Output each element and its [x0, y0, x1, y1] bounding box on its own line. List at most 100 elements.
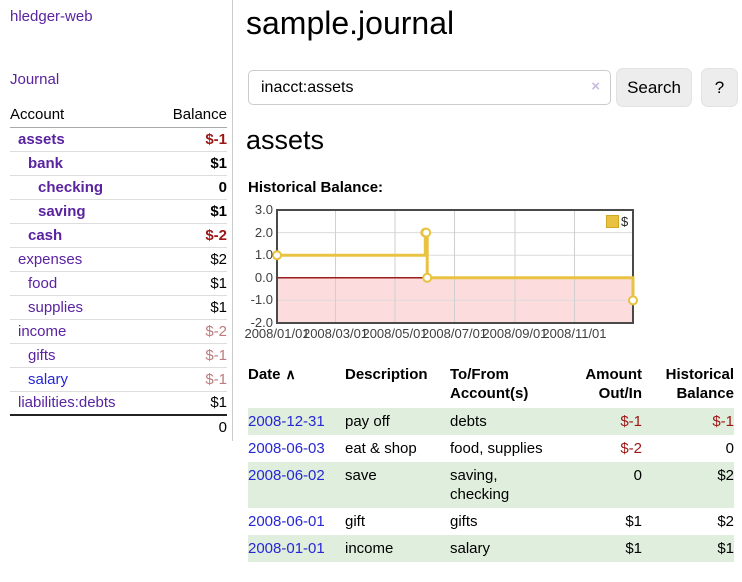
register-col-label: Amount Out/In [585, 366, 642, 402]
transaction-row: 2008-06-01 gift gifts $1 $2 [248, 508, 734, 535]
transaction-description: pay off [345, 413, 390, 430]
search-input[interactable] [248, 70, 611, 105]
chart-canvas [272, 209, 638, 324]
account-link[interactable]: checking [38, 178, 104, 196]
transaction-accounts: saving, checking [450, 467, 510, 503]
account-row: assets $-1 [10, 127, 227, 152]
account-row: bank $1 [10, 151, 227, 176]
register-tbody: 2008-12-31 pay off debts $-1 $-1 2008-06-03 ea… [248, 408, 734, 562]
register-col-header: Description [345, 363, 450, 408]
account-row: food $1 [10, 271, 227, 296]
transaction-date-link[interactable]: 2008-06-01 [248, 513, 325, 530]
help-button[interactable]: ? [701, 68, 738, 107]
account-link[interactable]: bank [28, 154, 64, 172]
account-balance: $1 [153, 151, 227, 176]
accounts-total-spacer [10, 414, 154, 439]
transaction-date: 2008-06-03 [248, 435, 345, 462]
account-link[interactable]: gifts [28, 346, 56, 364]
sidebar-item-journal[interactable]: Journal [10, 71, 60, 88]
transaction-accounts: food, supplies [450, 440, 543, 457]
transaction-date: 2008-12-31 [248, 408, 345, 435]
account-row: checking 0 [10, 175, 227, 200]
account-cell: checking [10, 175, 154, 200]
account-cell: food [10, 271, 154, 296]
transaction-date: 2008-01-01 [248, 535, 345, 562]
transaction-row: 2008-06-03 eat & shop food, supplies $-2 0 [248, 435, 734, 462]
transaction-balance: $1 [717, 540, 734, 557]
accounts-header-account: Account [10, 103, 154, 128]
account-balance: $2 [153, 247, 227, 272]
transaction-amount: $-1 [620, 413, 642, 430]
transaction-balance: $2 [717, 513, 734, 530]
account-link[interactable]: income [18, 322, 67, 340]
transaction-amount: 0 [633, 467, 642, 484]
transaction-description: gift [345, 513, 366, 530]
account-row: expenses $2 [10, 247, 227, 272]
transaction-date-link[interactable]: 2008-12-31 [248, 413, 325, 430]
accounts-total-value: 0 [153, 414, 227, 439]
y-tick-label: -2.0 [250, 315, 273, 330]
account-cell: saving [10, 199, 154, 224]
account-link[interactable]: saving [38, 202, 86, 220]
transaction-accounts: salary [450, 540, 491, 557]
account-balance: 0 [153, 175, 227, 200]
transaction-balance: $2 [717, 467, 734, 484]
account-row: income $-2 [10, 319, 227, 344]
transaction-description: eat & shop [345, 440, 417, 457]
account-cell: expenses [10, 247, 154, 272]
transaction-description: save [345, 467, 377, 484]
account-balance: $1 [153, 199, 227, 224]
transaction-date-link[interactable]: 2008-06-03 [248, 440, 325, 457]
x-tick-label: 2008/07/01 [421, 326, 488, 341]
y-tick-label: -1.0 [250, 292, 273, 308]
account-cell: assets [10, 127, 154, 152]
account-cell: liabilities:debts [10, 391, 154, 416]
clear-search-icon[interactable]: × [591, 78, 600, 95]
register-table: Date ∧ Description To/From Account(s) Amount… [248, 363, 734, 562]
transaction-row: 2008-12-31 pay off debts $-1 $-1 [248, 408, 734, 435]
transaction-row: 2008-01-01 income salary $1 $1 [248, 535, 734, 562]
account-balance: $1 [153, 295, 227, 320]
account-link[interactable]: assets [18, 130, 65, 148]
account-link[interactable]: food [28, 274, 58, 292]
transaction-date: 2008-06-02 [248, 462, 345, 508]
y-tick-label: 3.0 [254, 202, 273, 217]
register-col-label: Date [248, 366, 281, 383]
accounts-header-row: Account Balance [10, 103, 227, 128]
transaction-balance: $-1 [712, 413, 734, 430]
x-axis-labels: 2008/01/01 2008/03/01 2008/05/01 2008/07/01… [244, 326, 648, 342]
account-link[interactable]: expenses [18, 250, 83, 268]
transaction-balance: 0 [725, 440, 734, 457]
transaction-date-link[interactable]: 2008-06-02 [248, 467, 325, 484]
register-col-label: Historical Balance [665, 366, 734, 402]
account-row: cash $-2 [10, 223, 227, 248]
transaction-date-link[interactable]: 2008-01-01 [248, 540, 325, 557]
transaction-description: income [345, 540, 394, 557]
page-title: sample.journal [246, 5, 455, 41]
account-link[interactable]: liabilities:debts [18, 394, 116, 412]
y-axis-labels: 3.0 2.0 1.0 0.0 -1.0 -2.0 [248, 202, 273, 350]
account-cell: supplies [10, 295, 154, 320]
legend-swatch-icon [606, 215, 619, 228]
accounts-table: Account Balance assets $-1 bank $1 checking 0… [10, 103, 227, 439]
app-brand-link[interactable]: hledger-web [10, 8, 93, 25]
account-link[interactable]: supplies [28, 298, 84, 316]
sort-ascending-icon[interactable]: ∧ [285, 366, 296, 382]
account-link[interactable]: cash [28, 226, 63, 244]
account-balance: $1 [153, 271, 227, 296]
register-header-row: Date ∧ Description To/From Account(s) Amount… [248, 363, 734, 408]
y-tick-label: 1.0 [254, 247, 273, 263]
legend-label: $ [621, 214, 629, 229]
chart-legend: $ [604, 213, 631, 230]
account-balance: $-2 [153, 223, 227, 248]
account-balance: $1 [153, 391, 227, 416]
account-row: salary $-1 [10, 367, 227, 392]
chart-title: Historical Balance: [248, 179, 384, 196]
accounts-header-balance: Balance [153, 103, 227, 128]
x-tick-label: 2008/11/01 [542, 326, 607, 341]
account-link[interactable]: salary [28, 370, 69, 388]
balance-chart[interactable]: 3.0 2.0 1.0 0.0 -1.0 -2.0 2008/01/01 2008/03/0… [244, 202, 688, 354]
search-button[interactable]: Search [616, 68, 692, 107]
accounts-tbody: assets $-1 bank $1 checking 0 saving $1 cash $-2 e… [10, 127, 227, 416]
sidebar: hledger-web Journal Account Balance asse… [0, 0, 233, 441]
